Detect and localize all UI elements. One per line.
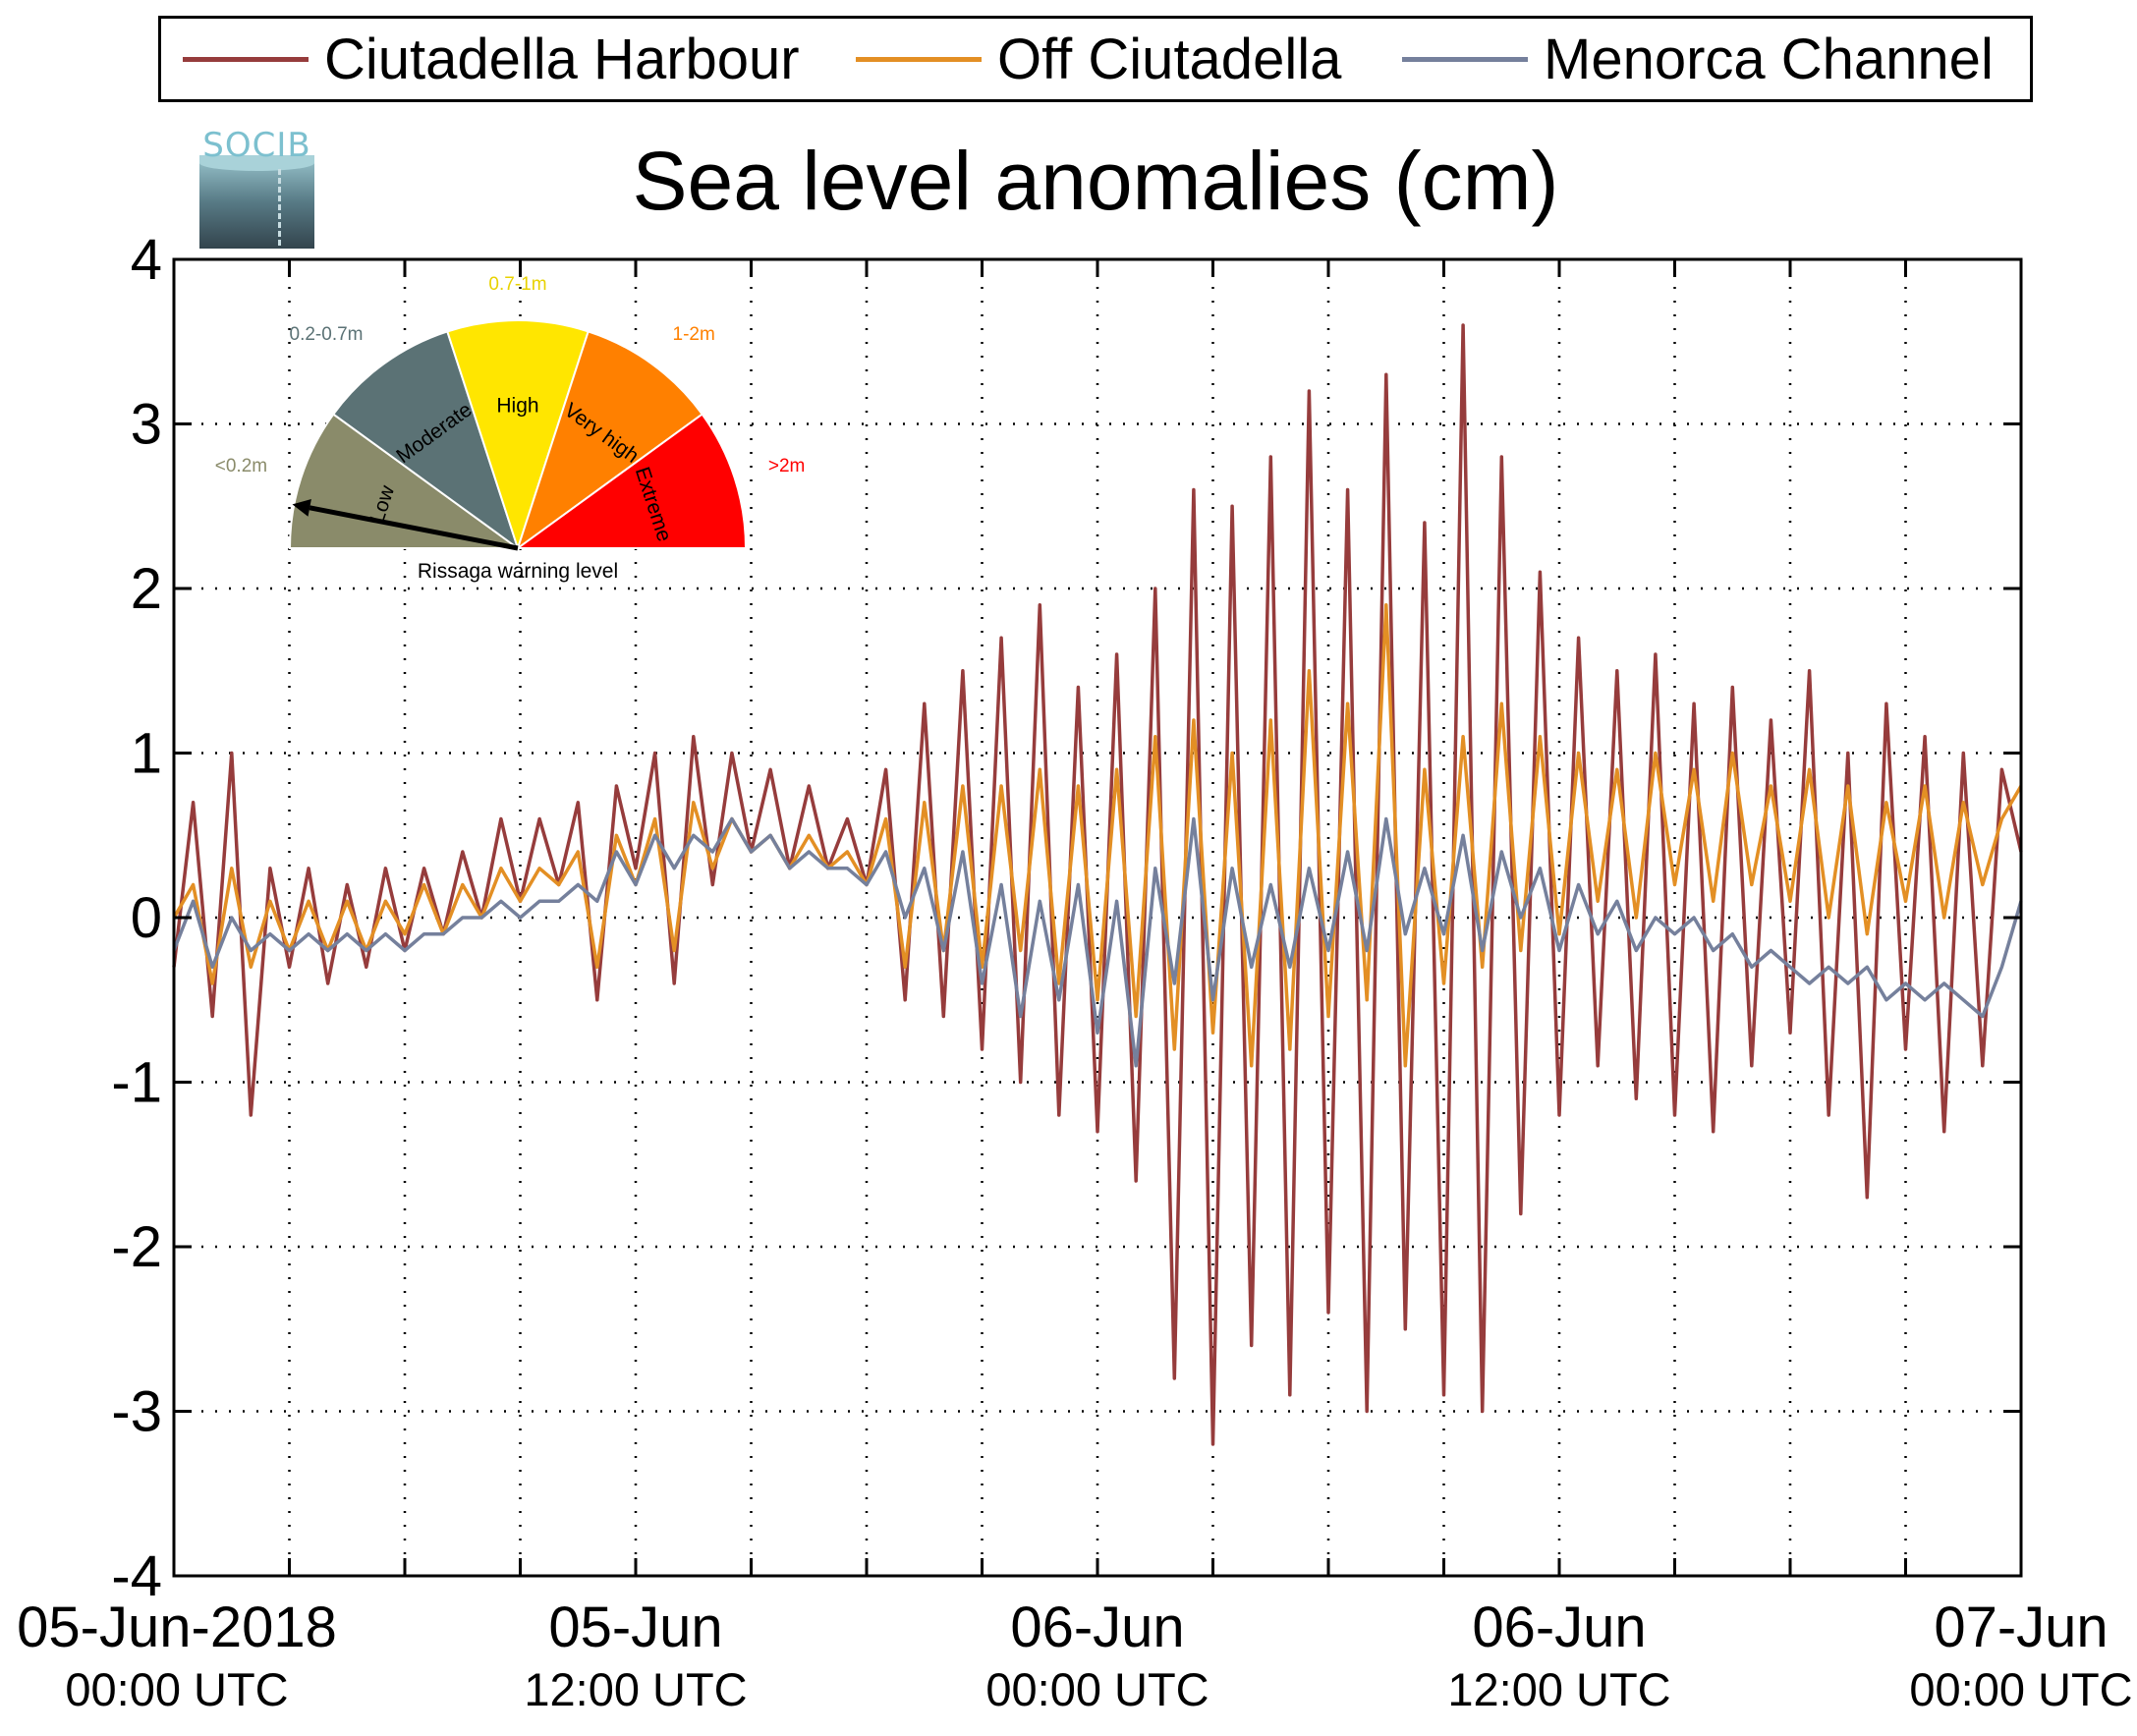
logo-text: SOCIB bbox=[202, 126, 311, 165]
x-tick-label: 06-Jun bbox=[1010, 1596, 1184, 1659]
legend-item-off-ciutadella: Off Ciutadella bbox=[856, 19, 1341, 99]
gauge-range-label: >2m bbox=[768, 456, 806, 476]
y-tick-label: -3 bbox=[111, 1380, 162, 1444]
legend-item-menorca-channel: Menorca Channel bbox=[1402, 19, 1994, 99]
y-tick-label: 0 bbox=[131, 886, 162, 950]
legend-swatch-off-ciutadella bbox=[856, 56, 982, 62]
x-tick-label: 05-Jun bbox=[548, 1596, 722, 1659]
y-tick-label: -1 bbox=[111, 1051, 162, 1115]
x-tick-sublabel: 00:00 UTC bbox=[65, 1663, 288, 1715]
x-tick-label: 05-Jun-2018 bbox=[17, 1596, 337, 1659]
gauge-range-label: <0.2m bbox=[215, 456, 267, 476]
socib-logo: SOCIB bbox=[199, 126, 314, 249]
gauge-segment-moderate bbox=[331, 330, 520, 551]
x-tick-label: 07-Jun bbox=[1934, 1596, 2108, 1659]
legend-label: Ciutadella Harbour bbox=[324, 27, 800, 91]
gauge-range-label: 0.2-0.7m bbox=[290, 324, 364, 345]
grid bbox=[174, 259, 2021, 1576]
gauge-needle bbox=[309, 505, 519, 551]
y-tick-label: 4 bbox=[131, 228, 162, 292]
gauge-needle-head bbox=[292, 499, 311, 517]
logo-line bbox=[278, 169, 283, 246]
legend-label: Menorca Channel bbox=[1544, 27, 1994, 91]
legend-swatch-ciutadella-harbour bbox=[183, 56, 309, 62]
y-tick-label: 2 bbox=[131, 557, 162, 621]
x-tick-sublabel: 00:00 UTC bbox=[985, 1663, 1209, 1715]
chart-title: Sea level anomalies (cm) bbox=[632, 135, 1559, 227]
series-line-menorca-channel bbox=[172, 816, 2023, 1068]
y-tick-label: -4 bbox=[111, 1544, 162, 1608]
gauge-segment-high bbox=[446, 319, 590, 552]
gauge-range-label: 1-2m bbox=[673, 324, 715, 345]
gauge-segment-extreme bbox=[514, 413, 748, 549]
x-tick-sublabel: 00:00 UTC bbox=[1909, 1663, 2132, 1715]
x-tick-sublabel: 12:00 UTC bbox=[524, 1663, 747, 1715]
gauge-level-label: High bbox=[496, 395, 538, 418]
legend: Ciutadella Harbour Off Ciutadella Menorc… bbox=[158, 16, 2033, 102]
legend-swatch-menorca-channel bbox=[1402, 56, 1528, 62]
legend-label: Off Ciutadella bbox=[997, 27, 1342, 91]
x-tick-sublabel: 12:00 UTC bbox=[1447, 1663, 1670, 1715]
gauge-caption: Rissaga warning level bbox=[418, 560, 618, 583]
gauge-range-label: 0.7-1m bbox=[488, 274, 546, 295]
y-tick-label: -2 bbox=[111, 1215, 162, 1279]
logo-wave bbox=[199, 155, 314, 171]
series-line-off-ciutadella bbox=[172, 603, 2023, 1068]
x-tick-label: 06-Jun bbox=[1472, 1596, 1646, 1659]
series-lines bbox=[172, 323, 2023, 1446]
legend-item-ciutadella-harbour: Ciutadella Harbour bbox=[183, 19, 800, 99]
gauge-segment-very-high bbox=[516, 330, 704, 551]
logo-panel bbox=[199, 163, 314, 249]
y-tick-label: 3 bbox=[131, 393, 162, 457]
y-tick-label: 1 bbox=[131, 722, 162, 786]
